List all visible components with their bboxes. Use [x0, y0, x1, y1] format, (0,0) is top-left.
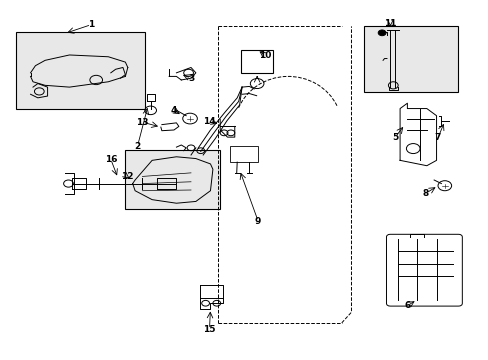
Bar [229, 146, 258, 162]
Text: 7: 7 [434, 133, 440, 142]
Text: 5: 5 [391, 132, 398, 141]
Text: 8: 8 [421, 189, 427, 198]
Text: 11: 11 [384, 19, 396, 28]
Bar [363, 26, 458, 93]
Text: 12: 12 [121, 172, 133, 181]
Text: 4: 4 [170, 106, 177, 115]
Text: 14: 14 [203, 117, 215, 126]
Text: 13: 13 [136, 118, 148, 127]
Text: 6: 6 [404, 301, 409, 310]
Text: 2: 2 [134, 141, 141, 150]
Text: 3: 3 [187, 74, 194, 83]
Text: 16: 16 [104, 155, 117, 164]
Bar [16, 32, 144, 109]
Circle shape [377, 30, 385, 36]
Text: 10: 10 [259, 51, 271, 60]
Text: 9: 9 [254, 217, 261, 226]
Bar [125, 150, 220, 208]
Text: 15: 15 [203, 325, 215, 334]
Text: 1: 1 [88, 20, 94, 29]
Bar [241, 50, 272, 73]
